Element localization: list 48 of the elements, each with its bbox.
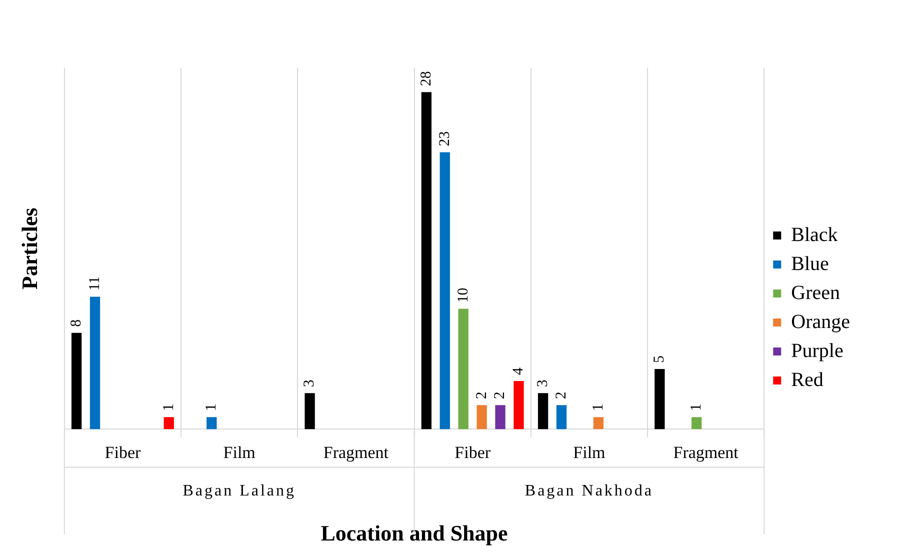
- data-label: 1: [688, 404, 705, 412]
- data-label: 10: [455, 288, 472, 303]
- bar: [654, 369, 665, 430]
- x-tick-label: Fragment: [673, 442, 739, 462]
- legend-label: Red: [791, 368, 824, 391]
- x-axis-title: Location and Shape: [320, 520, 508, 546]
- data-label: 3: [534, 380, 551, 388]
- bar: [514, 381, 524, 430]
- bar: [593, 417, 604, 430]
- text: Bagan Lalang: [182, 482, 296, 500]
- data-label: 2: [474, 392, 490, 400]
- data-label: 28: [418, 71, 434, 86]
- bar: [538, 393, 548, 430]
- data-label: 1: [590, 404, 606, 412]
- data-label: 2: [492, 392, 508, 400]
- text: Bagan Nakhoda: [524, 482, 654, 500]
- data-label: 3: [302, 380, 318, 388]
- bar: [476, 405, 487, 430]
- data-label: 11: [86, 276, 103, 291]
- x-tick-label: Fiber: [454, 442, 491, 462]
- legend-label: Green: [791, 282, 840, 304]
- x-tick-label: Fragment: [323, 442, 389, 462]
- data-label: 4: [510, 367, 527, 376]
- data-label: 23: [436, 131, 453, 146]
- data-label: 8: [68, 319, 84, 327]
- data-label: 1: [160, 404, 177, 412]
- bar: [304, 393, 315, 430]
- x-tick-label: Film: [223, 442, 256, 462]
- bar: [556, 405, 567, 430]
- legend-label: Purple: [791, 340, 844, 362]
- bar: [206, 417, 217, 430]
- x-tick-label: Fiber: [104, 442, 141, 462]
- bar: [90, 296, 100, 430]
- x-tick-label: Film: [573, 442, 606, 462]
- y-axis-title: Particles: [16, 207, 42, 290]
- bar: [495, 405, 506, 430]
- bar: [164, 417, 174, 430]
- data-label: 1: [204, 404, 220, 412]
- bar: [71, 332, 82, 430]
- data-label: 2: [553, 392, 570, 400]
- legend-label: Black: [791, 224, 838, 246]
- bar: [692, 417, 702, 430]
- bar: [458, 308, 468, 430]
- bar: [440, 152, 450, 430]
- legend-label: Blue: [791, 252, 830, 275]
- legend-label: Orange: [791, 310, 850, 333]
- bar: [421, 92, 432, 430]
- data-label: 5: [652, 356, 668, 363]
